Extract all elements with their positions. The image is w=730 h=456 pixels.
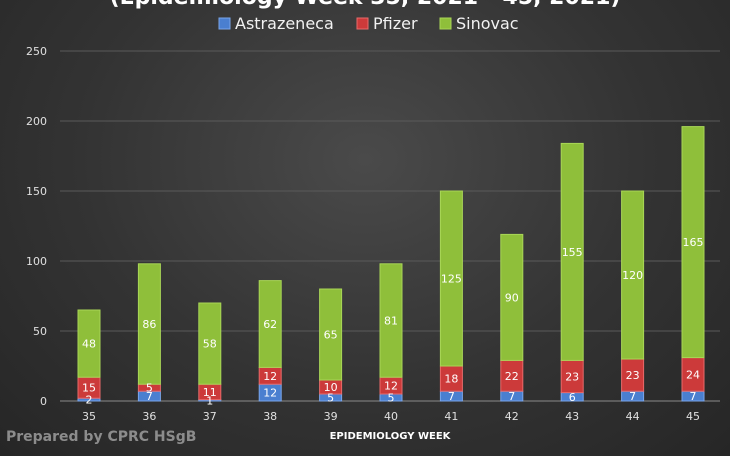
data-label: 5	[327, 392, 334, 405]
data-label: 12	[263, 370, 277, 383]
data-label: 2	[86, 394, 93, 407]
chart-title: (Epidemiology Week 35, 2021 - 45, 2021)	[110, 0, 621, 10]
bar-sinovac-week-45	[681, 126, 705, 359]
data-label: 6	[569, 391, 576, 404]
data-label: 5	[388, 392, 395, 405]
data-label: 65	[324, 329, 338, 342]
legend-label-sinovac: Sinovac	[456, 14, 519, 33]
bar-sinovac-week-44	[621, 190, 645, 360]
x-tick-label: 36	[142, 410, 156, 423]
data-label: 15	[82, 382, 96, 395]
x-tick-label: 42	[505, 410, 519, 423]
x-axis: 35 36 37 38 39 40 41 42 43 44 45	[82, 410, 700, 423]
x-tick-label: 44	[626, 410, 640, 423]
data-label: 5	[146, 382, 153, 395]
data-label: 7	[508, 390, 515, 403]
bar-sinovac-week-35	[77, 309, 101, 378]
legend: Astrazeneca Pfizer Sinovac	[218, 14, 519, 33]
x-tick-label: 43	[565, 410, 579, 423]
credit-text: Prepared by CPRC HSgB	[6, 429, 196, 445]
bar-sinovac-week-37	[198, 302, 222, 385]
data-label: 62	[263, 318, 277, 331]
data-label: 12	[263, 387, 277, 400]
x-tick-label: 45	[686, 410, 700, 423]
data-label: 7	[448, 390, 455, 403]
bar-sinovac-week-38	[258, 280, 282, 368]
data-label: 22	[505, 370, 519, 383]
data-label: 120	[622, 269, 643, 282]
x-tick-label: 41	[444, 410, 458, 423]
data-label: 7	[690, 390, 697, 403]
bar-sinovac-week-39	[319, 288, 343, 381]
data-label: 81	[384, 315, 398, 328]
data-label: 11	[203, 386, 217, 399]
x-tick-label: 38	[263, 410, 277, 423]
data-label: 86	[142, 318, 156, 331]
legend-swatch-pfizer	[356, 17, 369, 30]
data-label: 23	[565, 371, 579, 384]
y-tick-label: 150	[26, 185, 47, 198]
x-tick-label: 39	[324, 410, 338, 423]
data-label: 7	[146, 390, 153, 403]
data-label: 24	[686, 368, 700, 381]
bar-sinovac-week-40	[379, 263, 403, 378]
data-label: 48	[82, 338, 96, 351]
bar-sinovac-week-36	[137, 263, 161, 385]
y-axis: 0 50 100 150 200 250	[26, 45, 47, 408]
data-label: 155	[562, 246, 583, 259]
data-label: 90	[505, 291, 519, 304]
bar-sinovac-week-43	[560, 142, 584, 361]
data-label: 58	[203, 338, 217, 351]
x-axis-title: EPIDEMIOLOGY WEEK	[330, 431, 452, 442]
legend-swatch-astrazeneca	[218, 17, 231, 30]
data-label: 7	[629, 390, 636, 403]
bar-sinovac-week-42	[500, 233, 524, 361]
y-tick-label: 100	[26, 255, 47, 268]
data-label: 12	[384, 380, 398, 393]
legend-label-pfizer: Pfizer	[373, 14, 418, 33]
legend-label-astrazeneca: Astrazeneca	[235, 14, 334, 33]
x-tick-label: 37	[203, 410, 217, 423]
y-tick-label: 200	[26, 115, 47, 128]
y-tick-label: 0	[40, 395, 47, 408]
y-tick-label: 50	[33, 325, 47, 338]
x-tick-label: 35	[82, 410, 96, 423]
legend-swatch-sinovac	[439, 17, 452, 30]
data-label: 23	[626, 369, 640, 382]
data-label: 165	[683, 236, 704, 249]
data-label: 18	[444, 373, 458, 386]
x-tick-label: 40	[384, 410, 398, 423]
data-label: 1	[206, 394, 213, 407]
bars	[77, 126, 705, 402]
data-label: 125	[441, 273, 462, 286]
data-labels: 2154875861115812126251065512817181257229…	[82, 236, 704, 407]
y-tick-label: 250	[26, 45, 47, 58]
bar-sinovac-week-41	[439, 190, 463, 367]
data-label: 10	[324, 381, 338, 394]
